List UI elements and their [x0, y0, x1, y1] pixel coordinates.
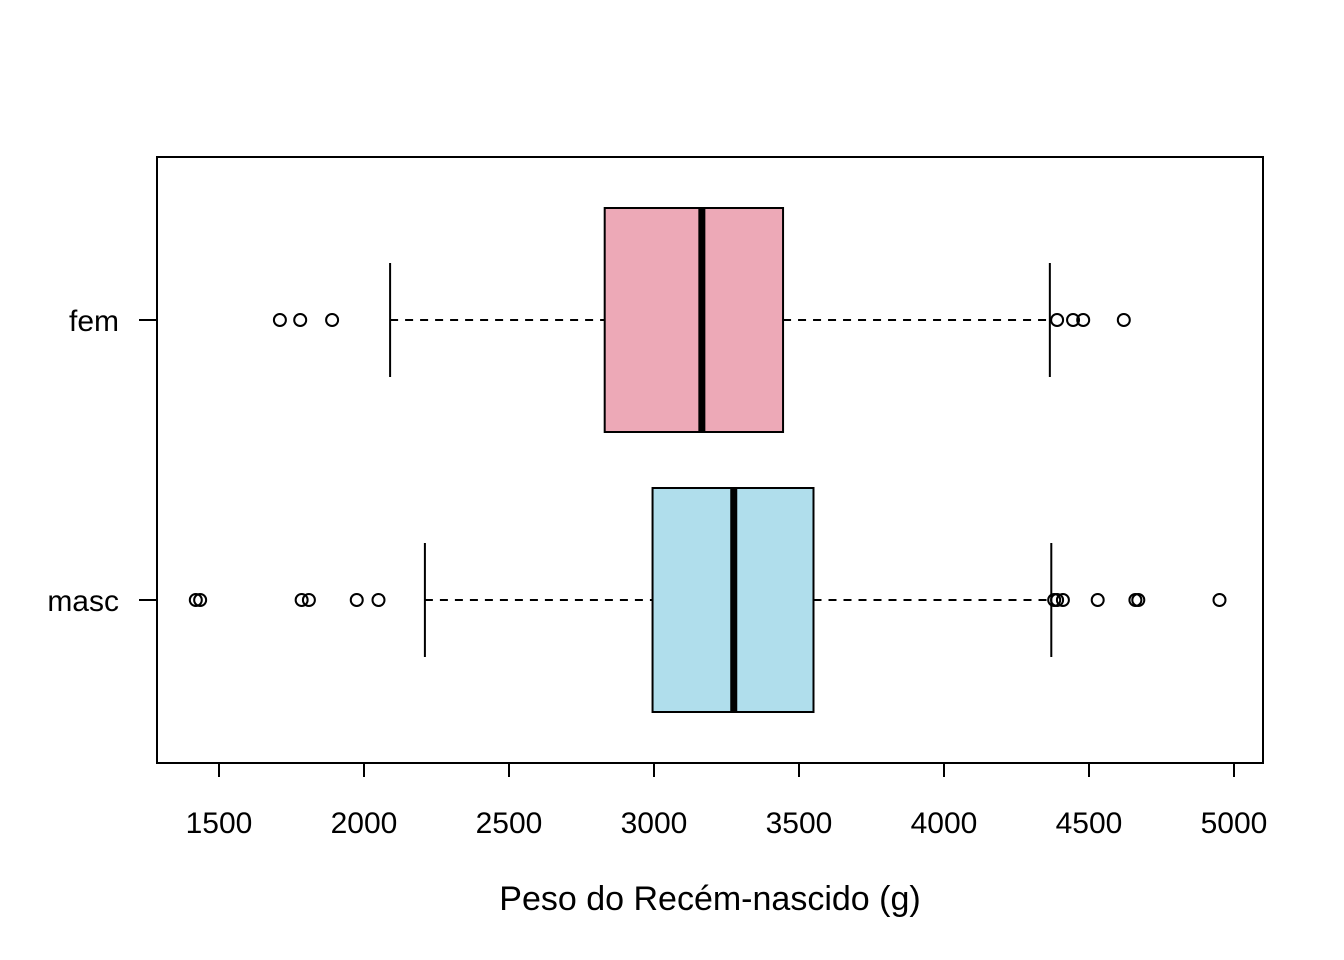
outlier-point	[1131, 593, 1146, 607]
x-tick-label: 3000	[621, 807, 688, 840]
y-axis: fem masc	[47, 305, 158, 618]
x-tick-label: 2500	[476, 807, 543, 840]
outlier-point	[272, 313, 287, 327]
x-tick-label: 5000	[1201, 807, 1268, 840]
box-group-masc	[188, 487, 1227, 713]
outlier-point	[371, 593, 386, 607]
x-tick-label: 1500	[186, 807, 253, 840]
outlier-point	[294, 593, 309, 607]
outlier-point	[1066, 313, 1081, 327]
outlier-point	[1090, 593, 1105, 607]
x-axis-label: Peso do Recém-nascido (g)	[499, 880, 920, 918]
category-label-masc: masc	[47, 585, 119, 618]
outlier-point	[301, 593, 316, 607]
outlier-point	[1050, 593, 1065, 607]
outlier-point	[349, 593, 364, 607]
outlier-point	[293, 313, 308, 327]
x-tick-label: 4000	[911, 807, 978, 840]
iqr-box	[603, 207, 785, 433]
outlier-point	[1212, 593, 1227, 607]
x-tick-label: 4500	[1056, 807, 1123, 840]
outlier-point	[325, 313, 340, 327]
outlier-point	[1116, 313, 1131, 327]
box-group-fem	[272, 207, 1131, 433]
category-label-fem: fem	[69, 305, 119, 338]
outlier-point	[193, 593, 208, 607]
x-axis: 1500 2000 2500 3000 3500 4000 4500 5000	[186, 762, 1268, 840]
outlier-point	[1050, 313, 1065, 327]
outlier-point	[1055, 593, 1070, 607]
x-tick-label: 3500	[766, 807, 833, 840]
boxes-layer	[188, 207, 1227, 713]
outlier-point	[188, 593, 203, 607]
outlier-point	[1076, 313, 1091, 327]
x-tick-label: 2000	[331, 807, 398, 840]
